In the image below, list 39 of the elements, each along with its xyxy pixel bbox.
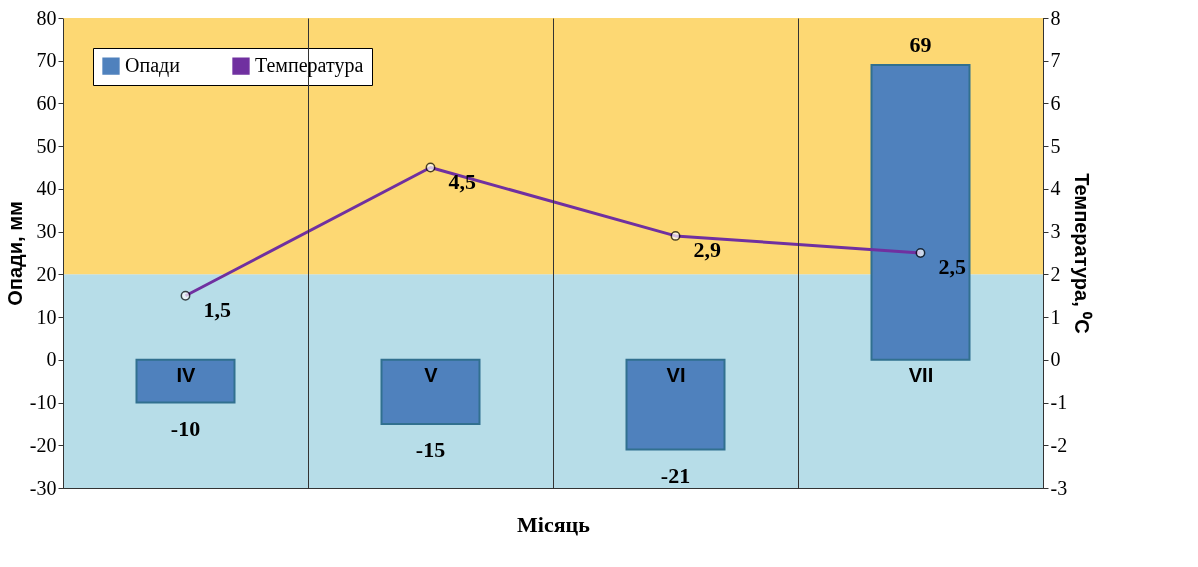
y-tick-label: 10 — [36, 305, 57, 328]
y2-tick-label: 0 — [1050, 348, 1061, 371]
y2-tick-label: 3 — [1050, 220, 1061, 243]
y-tick-label: 70 — [36, 49, 57, 72]
y-tick-label: 30 — [36, 220, 57, 243]
data-label: -15 — [415, 436, 446, 462]
y-tick-label: 80 — [36, 6, 57, 29]
y-tick-label: 60 — [36, 91, 57, 114]
y-tick-label: 20 — [36, 262, 57, 285]
x-tick-label: VI — [666, 364, 686, 387]
x-tick-label: V — [424, 364, 439, 387]
y2-tick-label: 8 — [1050, 6, 1061, 29]
y2-tick-label: -1 — [1050, 391, 1068, 414]
y-tick-label: 50 — [36, 134, 57, 157]
y2-tick-label: 5 — [1050, 134, 1061, 157]
y-tick-label: -10 — [29, 391, 57, 414]
y-tick-label: 0 — [46, 348, 57, 371]
y2-tick-label: 2 — [1050, 262, 1061, 285]
x-tick-label: VII — [908, 364, 934, 387]
x-tick-label: IV — [176, 364, 197, 387]
x-axis-title: Місяць — [517, 511, 591, 537]
y2-tick-label: 4 — [1050, 177, 1061, 200]
data-label: 69 — [909, 32, 932, 57]
y2-tick-label: 7 — [1050, 49, 1061, 72]
y-tick-label: 40 — [36, 177, 57, 200]
y-axis-title: Опади, мм — [3, 201, 26, 306]
data-label: 2,9 — [693, 236, 721, 262]
y2-tick-label: -3 — [1050, 476, 1068, 499]
y-tick-label: -20 — [29, 433, 57, 456]
y-tick-label: -30 — [29, 476, 57, 499]
legend-label: Опади — [125, 54, 181, 78]
y2-axis-title: Температура, ⁰C — [1071, 173, 1094, 334]
data-label: 2,5 — [938, 254, 966, 279]
y2-tick-label: 6 — [1050, 91, 1061, 114]
y2-tick-label: 1 — [1050, 305, 1061, 328]
y2-tick-label: -2 — [1050, 433, 1068, 456]
data-label: -10 — [170, 415, 201, 441]
data-label: -21 — [660, 462, 691, 488]
data-label: 1,5 — [203, 296, 231, 322]
